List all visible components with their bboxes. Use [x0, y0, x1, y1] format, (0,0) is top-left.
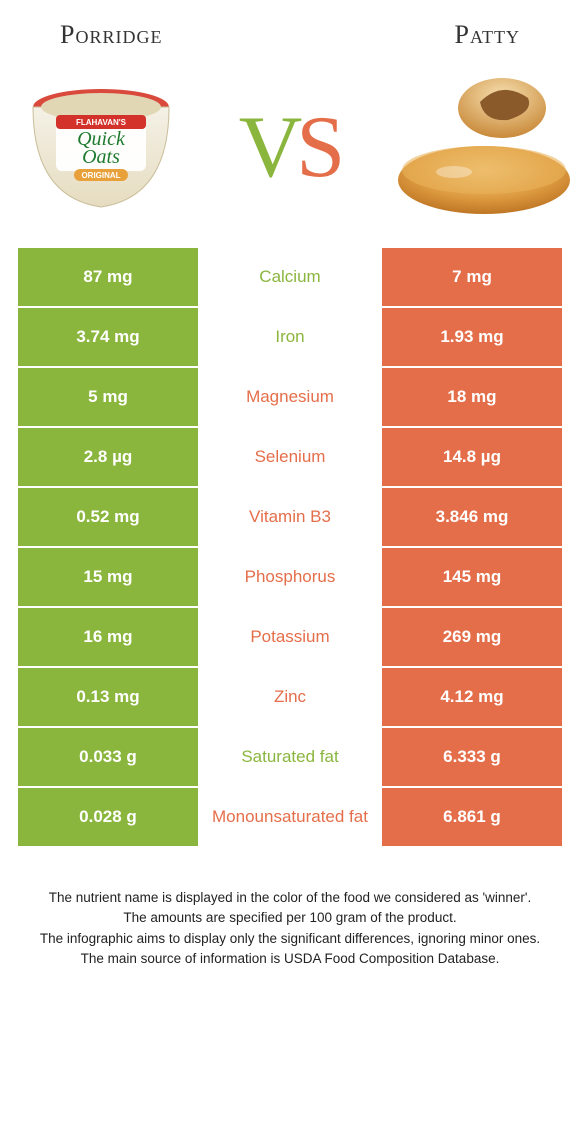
brand-main-2: Oats: [82, 146, 120, 168]
nutrient-row: 0.13 mgZinc4.12 mg: [18, 668, 562, 726]
value-left: 0.028 g: [18, 788, 198, 846]
value-left: 0.52 mg: [18, 488, 198, 546]
nutrient-table: 87 mgCalcium7 mg3.74 mgIron1.93 mg5 mgMa…: [18, 248, 562, 846]
value-left: 16 mg: [18, 608, 198, 666]
value-left: 3.74 mg: [18, 308, 198, 366]
patty-bun-icon: [384, 72, 574, 222]
nutrient-row: 0.028 gMonounsaturated fat6.861 g: [18, 788, 562, 846]
nutrient-row: 16 mgPotassium269 mg: [18, 608, 562, 666]
nutrient-label: Calcium: [198, 248, 382, 306]
vs-v: V: [239, 97, 299, 198]
nutrient-label: Magnesium: [198, 368, 382, 426]
nutrient-label: Potassium: [198, 608, 382, 666]
value-right: 3.846 mg: [382, 488, 562, 546]
footer-line-3: The infographic aims to display only the…: [28, 929, 552, 949]
value-right: 6.333 g: [382, 728, 562, 786]
nutrient-label: Iron: [198, 308, 382, 366]
nutrient-row: 15 mgPhosphorus145 mg: [18, 548, 562, 606]
nutrient-label: Phosphorus: [198, 548, 382, 606]
hero-row: FLAHAVAN'S Quick Oats ORIGINAL VS: [0, 60, 580, 230]
value-right: 4.12 mg: [382, 668, 562, 726]
value-right: 1.93 mg: [382, 308, 562, 366]
nutrient-row: 5 mgMagnesium18 mg: [18, 368, 562, 426]
footer-notes: The nutrient name is displayed in the co…: [0, 848, 580, 969]
value-left: 15 mg: [18, 548, 198, 606]
value-left: 0.033 g: [18, 728, 198, 786]
nutrient-label: Saturated fat: [198, 728, 382, 786]
nutrient-row: 3.74 mgIron1.93 mg: [18, 308, 562, 366]
footer-line-1: The nutrient name is displayed in the co…: [28, 888, 552, 908]
value-right: 269 mg: [382, 608, 562, 666]
value-right: 7 mg: [382, 248, 562, 306]
nutrient-label: Selenium: [198, 428, 382, 486]
value-right: 18 mg: [382, 368, 562, 426]
value-right: 145 mg: [382, 548, 562, 606]
value-left: 0.13 mg: [18, 668, 198, 726]
vs-label: VS: [239, 97, 342, 198]
value-right: 6.861 g: [382, 788, 562, 846]
footer-line-2: The amounts are specified per 100 gram o…: [28, 908, 552, 928]
nutrient-row: 0.52 mgVitamin B33.846 mg: [18, 488, 562, 546]
value-right: 14.8 µg: [382, 428, 562, 486]
nutrient-row: 87 mgCalcium7 mg: [18, 248, 562, 306]
nutrient-row: 0.033 gSaturated fat6.333 g: [18, 728, 562, 786]
value-left: 5 mg: [18, 368, 198, 426]
nutrient-label: Vitamin B3: [198, 488, 382, 546]
title-left: Porridge: [60, 20, 162, 50]
patty-image: [384, 72, 574, 222]
brand-top: FLAHAVAN'S: [76, 118, 127, 127]
value-left: 87 mg: [18, 248, 198, 306]
vs-s: S: [296, 97, 341, 198]
footer-line-4: The main source of information is USDA F…: [28, 949, 552, 969]
value-left: 2.8 µg: [18, 428, 198, 486]
nutrient-label: Monounsaturated fat: [198, 788, 382, 846]
nutrient-row: 2.8 µgSelenium14.8 µg: [18, 428, 562, 486]
porridge-image: FLAHAVAN'S Quick Oats ORIGINAL: [6, 72, 196, 222]
oats-cup-icon: FLAHAVAN'S Quick Oats ORIGINAL: [16, 77, 186, 217]
brand-sub: ORIGINAL: [81, 171, 120, 180]
title-right: Patty: [455, 20, 520, 50]
nutrient-label: Zinc: [198, 668, 382, 726]
